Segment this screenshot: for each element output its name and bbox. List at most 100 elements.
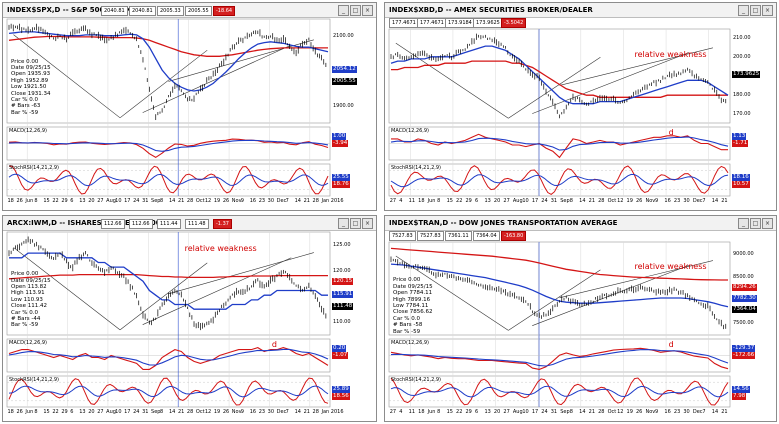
x-tick-label: Nov — [645, 409, 656, 415]
ma-blue-series — [390, 45, 729, 105]
quote-value: 7364.04 — [473, 231, 500, 241]
annotation-d: d — [668, 128, 674, 137]
x-tick-label: 28 — [598, 409, 605, 415]
chart-svg — [6, 231, 331, 408]
chart-title: ARCX:IWM,D -- ISHARES RUSSELL 2000 ETF — [7, 219, 178, 227]
stoch-tag: 14.56 — [732, 386, 750, 393]
info-row: High 7899.16 — [393, 296, 431, 303]
maximize-icon[interactable]: □ — [350, 218, 361, 229]
x-tick-label: 26 — [16, 198, 23, 204]
x-tick-label: 10 — [522, 409, 529, 415]
maximize-icon[interactable]: □ — [750, 5, 761, 16]
x-tick-label: 30 — [267, 198, 275, 204]
window-buttons: _ □ × — [338, 218, 373, 229]
price-axis-label: 9000.00 — [733, 250, 754, 257]
window-buttons: _ □ × — [738, 5, 773, 16]
maximize-icon[interactable]: □ — [350, 5, 361, 16]
quote-value: 111.44 — [157, 219, 181, 229]
quote-value: -18.64 — [213, 6, 236, 16]
quote-value: 112.66 — [129, 219, 153, 229]
x-tick-label: 6 — [474, 409, 479, 415]
x-tick-label: 29 — [61, 409, 68, 415]
x-tick-label: 30 — [267, 409, 275, 415]
minimize-icon[interactable]: _ — [338, 5, 349, 16]
x-tick-label: 16 — [664, 409, 671, 415]
x-tick-label: 18 — [7, 198, 14, 204]
trend-line — [13, 34, 121, 119]
price-pane — [6, 231, 331, 336]
quote-value: 2040.81 — [129, 6, 156, 16]
stoch-tag: 25.55 — [332, 174, 350, 181]
x-tick-label: 27 — [503, 198, 510, 204]
x-tick-label: 6 — [70, 409, 74, 415]
title-bar: INDEX$SPX,D -- S&P 500 INDEX 2040.81 2040.… — [3, 3, 376, 18]
x-tick-label: 21 — [303, 198, 310, 204]
x-tick-label: Sep — [560, 198, 570, 204]
x-tick-label: 24 — [133, 198, 140, 204]
info-row: Close 1931.34 — [11, 90, 51, 97]
macd-tag: -129.37 — [732, 345, 756, 352]
x-tick-label: 7 — [285, 198, 289, 204]
x-tick-label: Jun — [427, 198, 436, 204]
x-tick-label: 27 — [389, 198, 397, 204]
minimize-icon[interactable]: _ — [738, 5, 749, 16]
x-tick-label: 31 — [142, 409, 149, 415]
x-tick-label: 15 — [43, 198, 50, 204]
x-tick-label: 9 — [240, 409, 244, 415]
x-tick-label: 21 — [588, 198, 596, 204]
x-tick-label: 21 — [303, 409, 310, 415]
x-tick-label: Oct — [607, 198, 617, 204]
x-tick-label: Nov — [231, 198, 242, 204]
stoch-slow-line — [390, 385, 729, 398]
info-row: # Bars -58 — [393, 322, 423, 329]
stoch-slow-line — [8, 173, 329, 187]
info-row: Price 0.00 — [11, 271, 39, 278]
x-tick-label: 31 — [550, 198, 558, 204]
price-axis-label: 170.00 — [733, 110, 751, 117]
price-tag: 115.91 — [332, 290, 354, 298]
close-icon[interactable]: × — [362, 5, 373, 16]
x-tick-label: 8 — [569, 198, 573, 204]
x-tick-label: 26 — [636, 409, 643, 415]
minimize-icon[interactable]: _ — [738, 218, 749, 229]
close-icon[interactable]: × — [762, 218, 773, 229]
x-tick-label: 17 — [531, 409, 539, 415]
x-tick-label: 11 — [408, 198, 416, 204]
ma-red-series — [390, 247, 728, 281]
stoch-fast-line — [390, 377, 729, 406]
window-buttons: _ □ × — [338, 5, 373, 16]
price-pane — [388, 241, 731, 336]
x-tick-label: 24 — [541, 409, 548, 415]
close-icon[interactable]: × — [762, 5, 773, 16]
price-axis-label: 210.00 — [733, 35, 751, 42]
info-row: High 113.91 — [11, 290, 45, 297]
trend-line — [395, 42, 509, 119]
x-tick-label: 8 — [437, 198, 441, 204]
x-tick-label: Jun — [25, 198, 34, 204]
info-row: Bar % -59 — [11, 322, 39, 329]
x-tick-label: 14 — [168, 198, 176, 204]
x-tick-label: 12 — [204, 409, 212, 415]
x-tick-label: 10 — [115, 409, 122, 415]
x-tick-label: 6 — [474, 198, 479, 204]
minimize-icon[interactable]: _ — [338, 218, 349, 229]
x-tick-label: 14 — [711, 409, 719, 415]
stoch-tag: 10.57 — [732, 181, 750, 188]
close-icon[interactable]: × — [362, 218, 373, 229]
stoch-tag: 18.56 — [332, 393, 350, 400]
macd-signal-line — [8, 139, 329, 152]
macd-tag: 1.13 — [732, 133, 747, 140]
ma-red-series — [391, 60, 728, 98]
x-tick-label: Nov — [231, 409, 242, 415]
trend-line — [559, 260, 714, 299]
stoch-tag: 18.76 — [332, 181, 350, 188]
x-tick-label: 21 — [721, 409, 728, 415]
maximize-icon[interactable]: □ — [750, 218, 761, 229]
iwm-chart-panel: ARCX:IWM,D -- ISHARES RUSSELL 2000 ETF 11… — [2, 215, 377, 422]
quote-value: 2040.81 — [101, 6, 128, 16]
chart-title: INDEX$TRAN,D -- DOW JONES TRANSPORTATION… — [389, 219, 618, 227]
quote-value: 112.66 — [101, 219, 125, 229]
x-tick-label: 12 — [617, 198, 624, 204]
info-row: Low 7784.11 — [393, 302, 429, 309]
x-tick-label: 18 — [7, 409, 14, 415]
